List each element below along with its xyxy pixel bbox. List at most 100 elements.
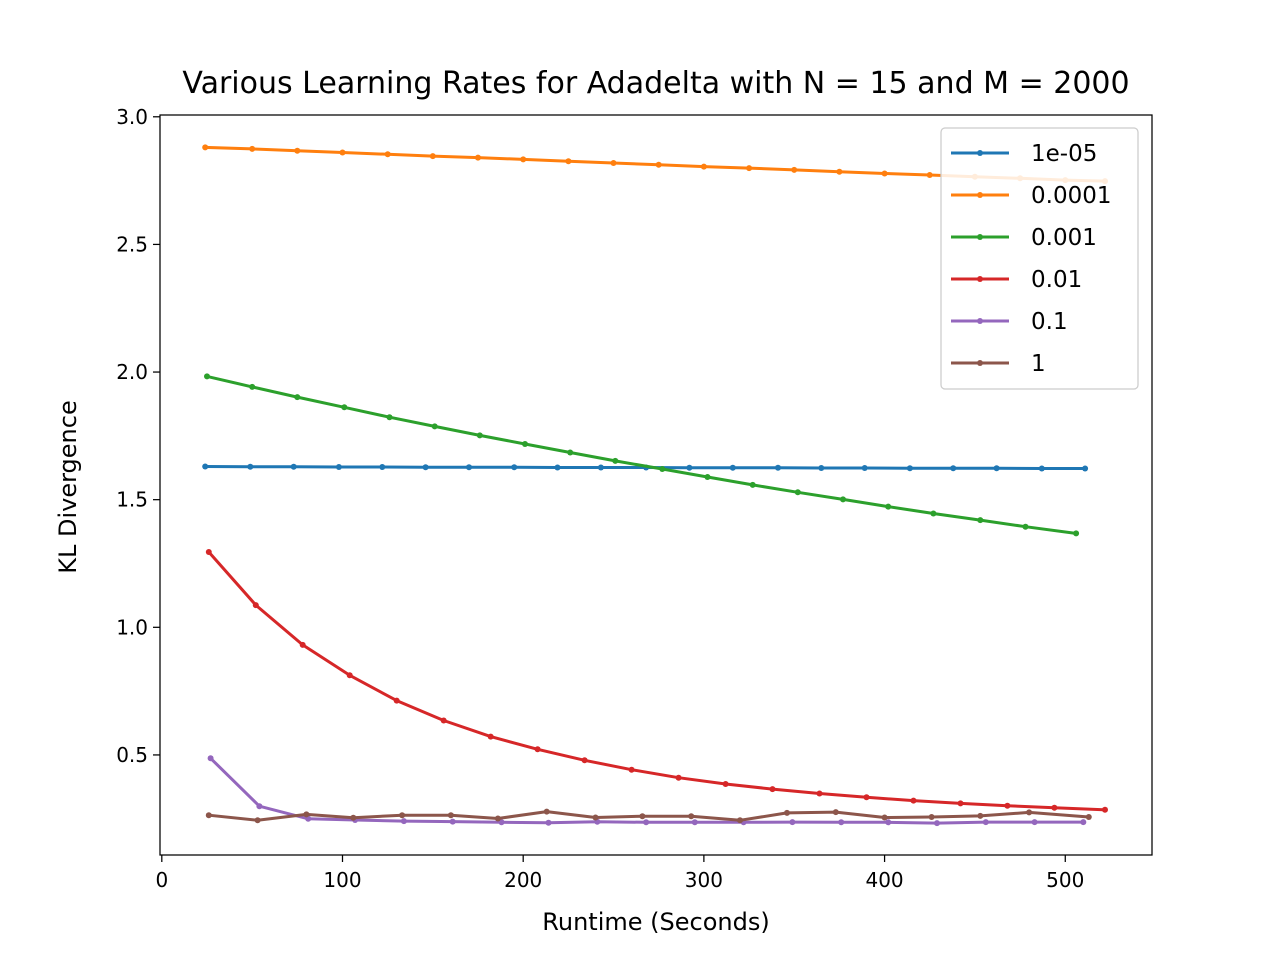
series-1 xyxy=(205,808,1092,824)
data-point xyxy=(339,149,346,156)
data-point xyxy=(934,820,940,827)
data-point xyxy=(431,423,438,430)
legend-swatch-marker xyxy=(977,360,983,366)
data-point xyxy=(350,814,357,821)
data-point xyxy=(554,464,561,471)
data-point xyxy=(746,165,753,172)
data-point xyxy=(737,817,743,824)
data-point xyxy=(204,373,210,380)
series-0.001 xyxy=(204,373,1080,537)
data-point xyxy=(926,172,933,178)
data-point xyxy=(379,464,386,470)
series-line xyxy=(205,374,1078,536)
data-point xyxy=(207,755,214,762)
data-point xyxy=(543,808,550,815)
data-point xyxy=(977,517,984,524)
legend-label: 0.01 xyxy=(1031,267,1082,293)
data-point xyxy=(581,757,588,764)
data-point xyxy=(1082,465,1089,472)
chart-title: Various Learning Rates for Adadelta with… xyxy=(182,66,1130,101)
data-point xyxy=(816,790,823,797)
x-axis-label: Runtime (Seconds) xyxy=(542,908,770,936)
data-point xyxy=(346,672,353,679)
data-point xyxy=(840,496,846,503)
data-point xyxy=(838,819,845,826)
data-point xyxy=(294,394,301,401)
data-point xyxy=(704,474,711,480)
data-point xyxy=(791,166,798,173)
legend-item: 1 xyxy=(951,351,1046,377)
data-point xyxy=(982,819,989,826)
series-line xyxy=(206,549,1107,812)
legend-label: 1 xyxy=(1031,351,1046,377)
legend-item: 0.001 xyxy=(951,225,1097,251)
data-point xyxy=(628,766,635,773)
data-point xyxy=(429,153,436,160)
data-point xyxy=(881,170,888,177)
data-point xyxy=(928,814,935,820)
data-point xyxy=(1080,819,1087,826)
data-point xyxy=(675,774,682,781)
data-point xyxy=(950,465,957,472)
data-point xyxy=(592,814,599,821)
data-point xyxy=(881,814,888,821)
data-point xyxy=(885,819,892,826)
data-point xyxy=(290,463,297,470)
data-point xyxy=(294,147,301,154)
data-point xyxy=(252,602,259,609)
data-point xyxy=(487,733,494,740)
data-point xyxy=(769,786,776,793)
data-point xyxy=(863,794,870,801)
data-point xyxy=(205,812,212,819)
data-point xyxy=(247,463,254,470)
legend-label: 0.001 xyxy=(1031,225,1097,251)
data-point xyxy=(202,144,209,151)
series-line xyxy=(208,756,1085,825)
data-point xyxy=(440,717,447,724)
legend-label: 0.0001 xyxy=(1031,183,1111,209)
data-point xyxy=(475,154,481,161)
data-point xyxy=(400,818,407,825)
data-point xyxy=(818,465,825,471)
data-point xyxy=(655,161,662,168)
data-point xyxy=(205,549,212,555)
data-point xyxy=(249,145,256,152)
data-point xyxy=(511,464,518,471)
data-point xyxy=(498,819,505,826)
y-tick-label: 1.5 xyxy=(116,488,148,512)
legend: 1e-05 0.0001 0.001 0.01 0.1 1 xyxy=(940,127,1139,390)
data-point xyxy=(686,464,693,471)
legend-swatch-marker xyxy=(977,318,983,324)
data-point xyxy=(545,819,552,826)
data-point xyxy=(597,464,604,471)
data-point xyxy=(1026,809,1033,816)
data-point xyxy=(691,819,698,826)
data-point xyxy=(1038,465,1045,472)
data-point xyxy=(520,156,527,163)
data-point xyxy=(303,811,310,818)
data-point xyxy=(522,441,528,447)
data-point xyxy=(393,697,400,704)
y-axis-label: KL Divergence xyxy=(54,400,82,574)
x-tick-label: 200 xyxy=(504,868,542,892)
data-point xyxy=(612,457,619,464)
data-point xyxy=(202,463,209,470)
data-point xyxy=(299,641,306,648)
data-point xyxy=(1051,804,1058,811)
legend-item: 0.0001 xyxy=(951,183,1111,209)
legend-swatch-marker xyxy=(977,150,983,156)
x-tick-label: 500 xyxy=(1046,868,1084,892)
data-point xyxy=(447,812,454,819)
legend-swatch-marker xyxy=(977,192,983,198)
data-point xyxy=(957,800,964,807)
data-point xyxy=(885,503,892,510)
legend-swatch-marker xyxy=(977,234,983,240)
y-tick-label: 0.5 xyxy=(116,743,148,767)
y-tick-label: 2.0 xyxy=(116,360,148,384)
data-point xyxy=(254,817,261,824)
data-point xyxy=(643,819,650,826)
data-point xyxy=(993,465,1000,472)
data-point xyxy=(789,819,796,826)
data-point xyxy=(449,818,456,825)
